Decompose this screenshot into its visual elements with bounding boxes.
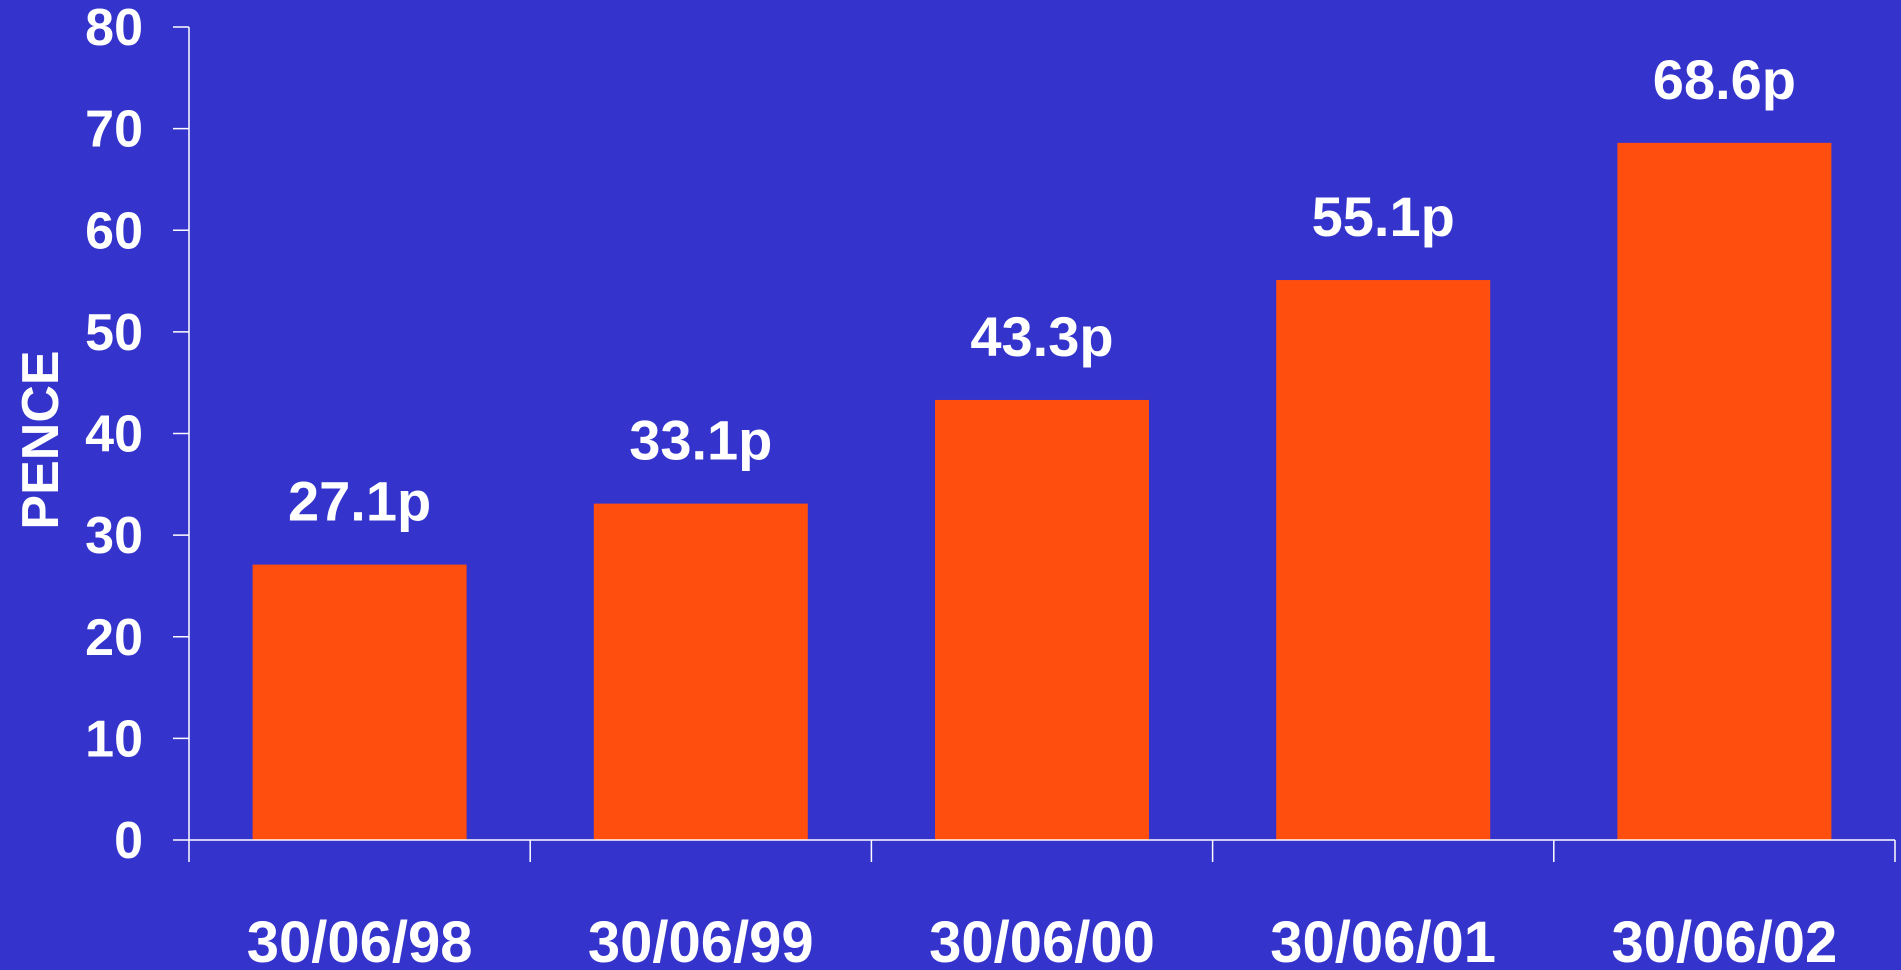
x-tick-label: 30/06/98 bbox=[247, 910, 473, 970]
y-tick-label: 20 bbox=[85, 609, 143, 667]
x-tick-label: 30/06/00 bbox=[929, 910, 1155, 970]
bar bbox=[1617, 142, 1832, 841]
data-label: 55.1p bbox=[1312, 185, 1455, 248]
y-tick-label: 60 bbox=[85, 202, 143, 260]
y-axis-ticks: 0 10 20 30 40 50 60 70 80 bbox=[85, 0, 189, 870]
x-axis-ticks: 30/06/98 30/06/99 30/06/00 30/06/01 30/06/02 bbox=[188, 840, 1896, 970]
data-label: 43.3p bbox=[970, 305, 1113, 368]
y-tick-label: 0 bbox=[114, 812, 143, 870]
x-tick-label: 30/06/02 bbox=[1612, 910, 1838, 970]
y-tick-label: 10 bbox=[85, 710, 143, 768]
bars-group bbox=[252, 142, 1832, 841]
bar bbox=[1276, 280, 1491, 840]
data-label: 33.1p bbox=[629, 409, 772, 472]
axes-group bbox=[188, 27, 1895, 841]
y-tick-label: 80 bbox=[85, 0, 143, 57]
x-tick-label: 30/06/99 bbox=[588, 910, 814, 970]
bar bbox=[593, 503, 808, 840]
data-labels-group: 27.1p 33.1p 43.3p 55.1p 68.6p bbox=[288, 48, 1796, 533]
y-tick-label: 30 bbox=[85, 507, 143, 565]
bar bbox=[935, 399, 1149, 840]
bar bbox=[252, 564, 467, 840]
x-tick-label: 30/06/01 bbox=[1270, 910, 1496, 970]
y-axis-title: PENCE bbox=[12, 350, 70, 529]
data-label: 68.6p bbox=[1653, 48, 1796, 111]
y-tick-label: 70 bbox=[85, 101, 143, 159]
data-label: 27.1p bbox=[288, 470, 431, 533]
y-tick-label: 50 bbox=[85, 304, 143, 362]
y-tick-label: 40 bbox=[85, 406, 143, 464]
